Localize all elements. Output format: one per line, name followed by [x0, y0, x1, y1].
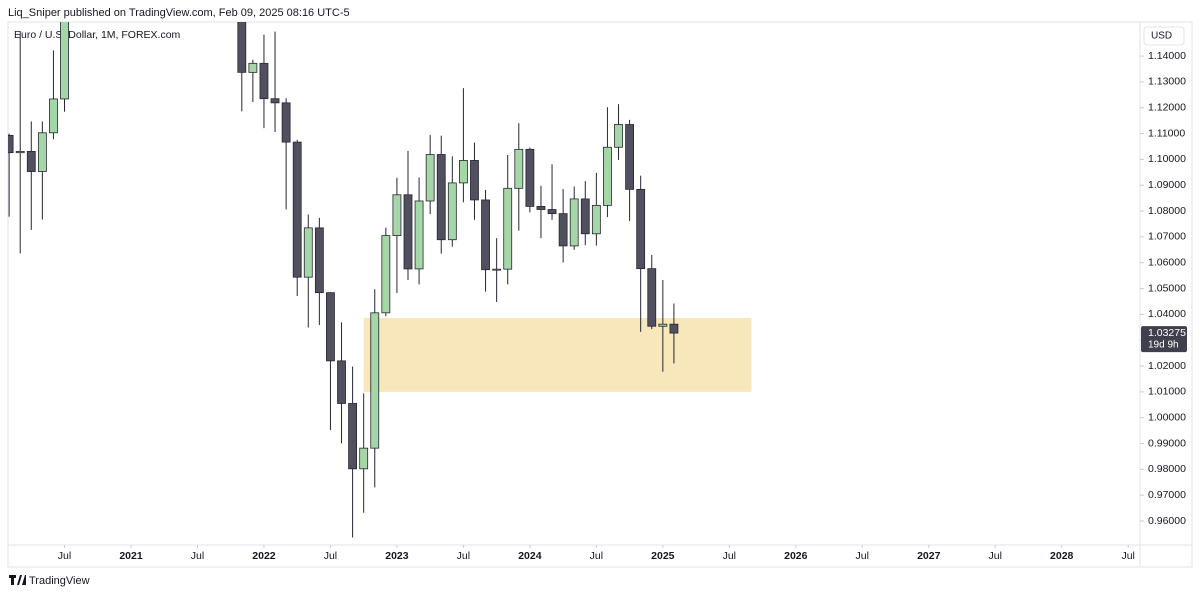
candle-body [37, 132, 47, 172]
x-tick-label: Jul [191, 550, 204, 562]
chart-frame [7, 21, 1193, 568]
candle-body [658, 323, 668, 327]
candle-body [60, 22, 69, 100]
candle-body [281, 102, 291, 143]
candle-body [414, 200, 424, 270]
candle-body [470, 160, 479, 201]
y-tick-label: 1.02000 [1148, 360, 1186, 372]
candle-body [558, 213, 568, 247]
x-tick-label: Jul [590, 550, 603, 562]
candle-body [26, 150, 36, 172]
x-tick-label: Jul [989, 550, 1002, 562]
candle-body [569, 198, 579, 247]
x-tick-label: 2027 [917, 550, 941, 562]
y-tick-label: 1.00000 [1148, 411, 1186, 423]
y-tick-label: 1.08000 [1148, 205, 1186, 217]
candle-body [636, 188, 646, 270]
candle-body [536, 206, 546, 210]
x-tick-label: Jul [457, 550, 470, 562]
candle-body [248, 62, 258, 73]
y-tick-label: 1.10000 [1148, 153, 1186, 165]
x-tick-label: Jul [723, 550, 736, 562]
footer-brand: TradingView [29, 575, 90, 587]
candle-body [503, 187, 513, 270]
x-tick-label: 2021 [119, 550, 143, 562]
candle-body [381, 235, 391, 314]
candle-body [270, 98, 280, 104]
currency: USD [1151, 31, 1172, 42]
candle-body [447, 182, 457, 241]
x-tick-label: Jul [58, 550, 71, 562]
demand-zone [363, 317, 752, 392]
y-tick-label: 1.01000 [1148, 386, 1186, 398]
y-tick-label: 1.06000 [1148, 256, 1186, 268]
candle-body [492, 268, 502, 271]
last-price-box [1141, 326, 1187, 353]
candle-body [458, 160, 468, 184]
candle-body [591, 204, 601, 235]
candle-body [625, 124, 634, 190]
x-tick-label: 2022 [252, 550, 276, 562]
candle-body [49, 98, 58, 134]
y-tick-label: 0.99000 [1148, 437, 1186, 449]
y-tick-label: 0.98000 [1148, 463, 1186, 475]
plot-area [8, 22, 752, 538]
y-tick-label: 0.96000 [1148, 515, 1186, 527]
x-tick-label: 2023 [385, 550, 409, 562]
x-tick-label: 2024 [518, 550, 542, 562]
y-tick-label: 1.11000 [1148, 127, 1185, 139]
y-tick-label: 1.14000 [1148, 50, 1186, 62]
candle-body [614, 124, 623, 148]
candle-body [237, 22, 247, 73]
y-tick-label: 0.97000 [1148, 489, 1186, 501]
candle-body [403, 194, 413, 270]
candle-body [348, 403, 358, 470]
y-tick-label: 1.13000 [1148, 76, 1186, 88]
x-tick-label: Jul [324, 550, 337, 562]
footer-logo [9, 575, 26, 585]
candle-body [15, 150, 25, 154]
published-line: Liq_Sniper published on TradingView.com,… [8, 7, 350, 19]
x-tick-label: 2028 [1050, 550, 1074, 562]
candle-body [337, 360, 346, 404]
symbol-title: Euro / U.S. Dollar, 1M, FOREX.com [14, 29, 181, 41]
candle-body [392, 194, 402, 236]
candle-body [436, 154, 446, 241]
y-tick-label: 1.07000 [1148, 231, 1186, 243]
y-tick-label: 1.09000 [1148, 179, 1186, 191]
candle-body [303, 227, 313, 278]
candle-body [514, 148, 524, 189]
candle-body [259, 62, 269, 100]
x-tick-label: Jul [1121, 550, 1134, 562]
x-tick-label: 2026 [784, 550, 808, 562]
candle-body [580, 198, 590, 235]
y-tick-label: 1.04000 [1148, 308, 1186, 320]
currency-box [1143, 26, 1185, 46]
candle-body [359, 447, 369, 470]
candle-body [481, 199, 490, 271]
candle-body [425, 154, 435, 202]
candle-body [314, 227, 324, 294]
candle-body [547, 209, 557, 215]
candle-body [525, 148, 535, 207]
candle-body [8, 134, 14, 154]
candle-body [370, 312, 380, 449]
x-tick-label: 2025 [651, 550, 675, 562]
candle-body [669, 323, 679, 334]
y-tick-label: 1.12000 [1148, 102, 1186, 114]
last-price: 1.03275 [1148, 327, 1186, 339]
countdown: 19d 9h [1148, 340, 1179, 351]
candle-body [292, 141, 302, 278]
y-tick-label: 1.05000 [1148, 282, 1186, 294]
x-tick-label: Jul [856, 550, 869, 562]
candle-body [647, 268, 657, 327]
candle-body [603, 146, 612, 206]
candle-body [326, 292, 335, 362]
